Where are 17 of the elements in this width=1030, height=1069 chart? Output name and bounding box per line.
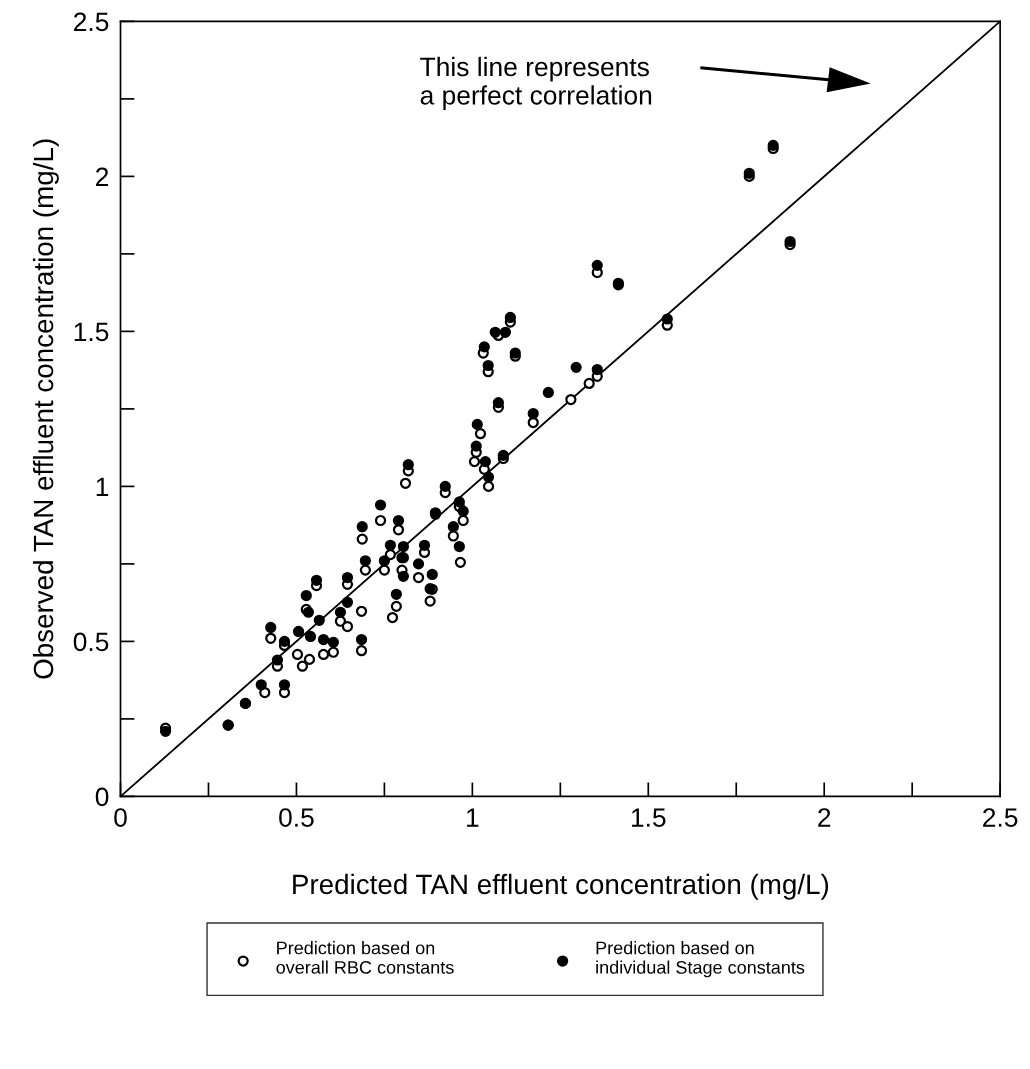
legend-label: Prediction based on individual Stage constants — [596, 941, 805, 978]
y-tick-label: 1 — [96, 477, 109, 496]
y-tick-label: 0 — [95, 787, 109, 807]
x-axis-title: Predicted TAN effluent concentration (mg/L) — [293, 873, 829, 900]
x-tick-label: 2 — [818, 808, 831, 827]
x-tick-label: 1.5 — [631, 808, 666, 827]
x-tick-label: 0.5 — [279, 808, 314, 827]
x-tick-label: 2.5 — [983, 808, 1018, 827]
y-tick-label: 0.5 — [73, 632, 109, 652]
annotation: This line represents a perfect correlation — [420, 56, 652, 110]
y-axis-title: Observed TAN effluent concentration (mg/L) — [32, 139, 59, 679]
y-tick-label: 2.5 — [74, 12, 109, 32]
y-tick-label: 1.5 — [74, 322, 109, 342]
x-tick-label: 1 — [467, 808, 479, 827]
x-tick-label: 0 — [114, 808, 127, 827]
y-tick-label: 2 — [96, 167, 109, 186]
legend-label: Prediction based on overall RBC constants — [276, 941, 454, 974]
